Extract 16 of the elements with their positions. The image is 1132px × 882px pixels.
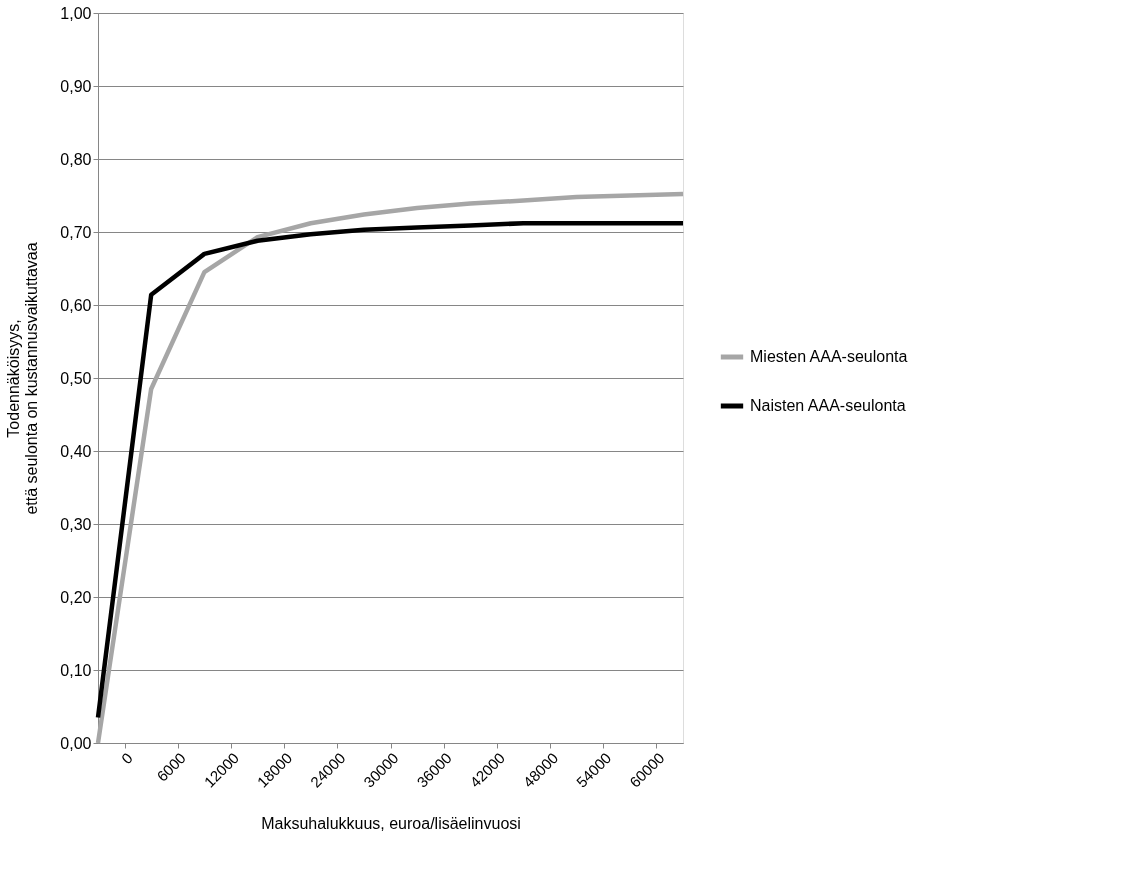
y-tick-label: 0,00 (60, 734, 92, 752)
y-axis-title: Todennäköisyys, että seulonta on kustannusvaikuttavaa (5, 242, 41, 515)
x-axis-title: Maksuhalukkuus, euroa/lisäelinvuosi (261, 814, 521, 832)
x-tick-label: 0 (117, 749, 136, 768)
y-tick-label: 0,10 (60, 661, 92, 679)
y-tick-label: 0,30 (60, 515, 92, 533)
y-tick-label: 0,80 (60, 150, 92, 168)
y-tick-label: 0,50 (60, 369, 92, 387)
y-tick-label: 0,20 (60, 588, 92, 606)
y-tick-label: 0,60 (60, 296, 92, 314)
legend-label: Miesten AAA-seulonta (750, 348, 908, 365)
y-tick-label: 0,40 (60, 442, 92, 460)
y-tick-label: 0,70 (60, 223, 92, 241)
legend-label: Naisten AAA-seulonta (750, 397, 906, 414)
y-tick-label: 1,00 (60, 4, 92, 22)
y-tick-label: 0,90 (60, 77, 92, 95)
